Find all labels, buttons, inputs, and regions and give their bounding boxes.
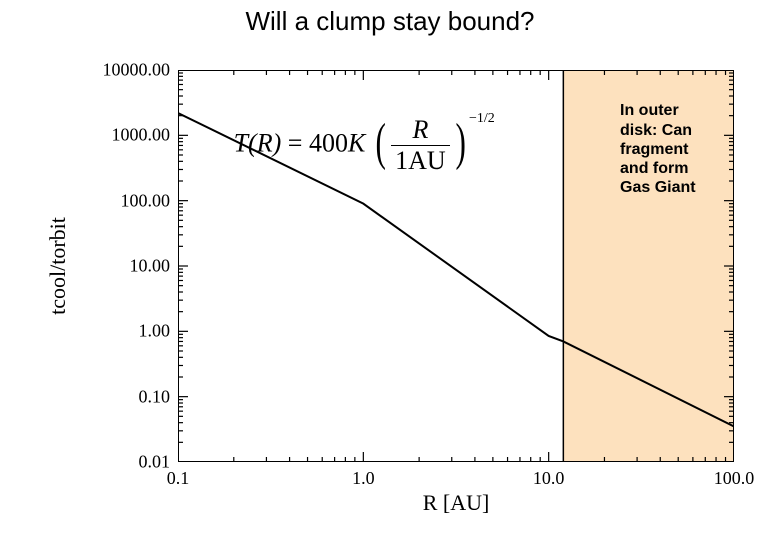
x-tick-label: 1.0: [352, 468, 375, 489]
plot-area: T(R) = 400K ( R 1AU )−1/2 In outerdisk: …: [178, 70, 734, 462]
y-tick-label: 1.00: [139, 321, 171, 342]
x-axis-label: R [AU]: [423, 490, 490, 516]
x-tick-label: 100.0: [714, 468, 755, 489]
y-tick-label: 10.00: [130, 256, 171, 277]
y-tick-label: 100.00: [121, 190, 171, 211]
y-tick-label: 1000.00: [112, 125, 171, 146]
chart-container: T(R) = 400K ( R 1AU )−1/2 In outerdisk: …: [40, 50, 760, 530]
y-tick-label: 10000.00: [103, 60, 171, 81]
page-title: Will a clump stay bound?: [0, 6, 780, 37]
y-tick-label: 0.10: [139, 386, 171, 407]
outer-disk-annotation: In outerdisk: Canfragmentand formGas Gia…: [620, 101, 696, 197]
x-tick-label: 10.0: [533, 468, 565, 489]
temperature-equation: T(R) = 400K ( R 1AU )−1/2: [234, 117, 495, 174]
y-tick-label: 0.01: [139, 452, 171, 473]
y-axis-label: tcool/torbit: [45, 217, 71, 315]
x-tick-label: 0.1: [167, 468, 190, 489]
